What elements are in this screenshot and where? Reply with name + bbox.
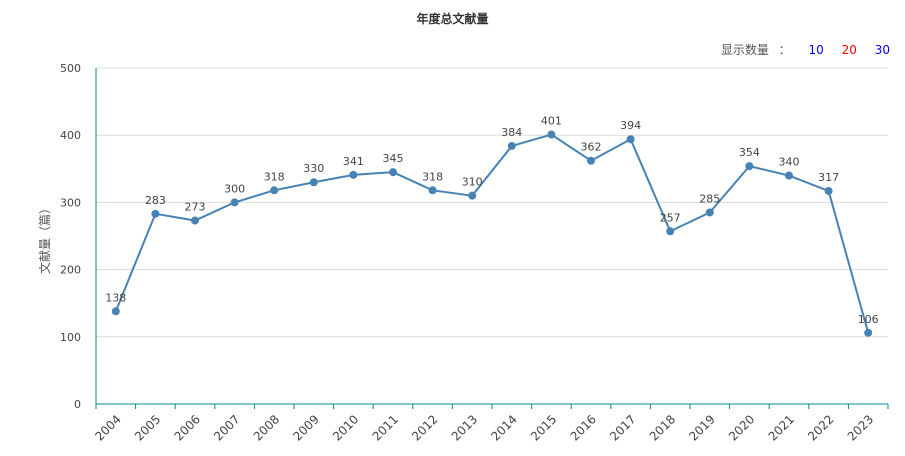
data-label: 362 bbox=[581, 141, 602, 154]
y-tick-label: 400 bbox=[60, 129, 81, 142]
x-tick-label: 2019 bbox=[686, 412, 717, 443]
data-label: 394 bbox=[620, 119, 641, 132]
data-label: 138 bbox=[105, 291, 126, 304]
data-label: 330 bbox=[303, 162, 324, 175]
display-count-control: 显示数量 ： 10 20 30 bbox=[721, 41, 890, 58]
data-point bbox=[309, 178, 318, 187]
data-label: 257 bbox=[660, 211, 681, 224]
y-tick-label: 200 bbox=[60, 264, 81, 277]
y-axis-title: 文献量（篇） bbox=[37, 202, 52, 274]
data-point bbox=[587, 156, 595, 165]
data-point bbox=[389, 168, 397, 177]
x-tick-label: 2016 bbox=[568, 412, 599, 443]
x-tick-label: 2023 bbox=[845, 412, 876, 443]
data-label: 318 bbox=[264, 170, 285, 183]
data-labels: 138 283 273 300 318 330 341 345 318 310 384 401 362 3… bbox=[105, 115, 878, 326]
data-label: 341 bbox=[343, 155, 364, 168]
data-label: 401 bbox=[541, 115, 562, 128]
data-point bbox=[111, 307, 120, 316]
x-tick-label: 2008 bbox=[251, 412, 282, 443]
data-point bbox=[151, 209, 160, 218]
x-tick-label: 2006 bbox=[172, 412, 203, 443]
chart-title: 年度总文献量 bbox=[416, 12, 489, 26]
data-point bbox=[745, 162, 754, 171]
data-point bbox=[547, 130, 556, 139]
x-tick-label: 2014 bbox=[488, 412, 519, 443]
data-point bbox=[349, 170, 358, 179]
data-label: 384 bbox=[501, 126, 522, 139]
x-tick-label: 2018 bbox=[647, 412, 678, 443]
data-label: 340 bbox=[779, 156, 800, 169]
data-label: 283 bbox=[145, 194, 166, 207]
y-tick-label: 300 bbox=[60, 196, 81, 209]
x-tick-label: 2015 bbox=[528, 412, 559, 443]
data-point bbox=[191, 216, 199, 225]
data-point bbox=[864, 328, 873, 337]
data-label: 317 bbox=[818, 171, 839, 184]
display-count-option-30[interactable]: 30 bbox=[874, 43, 890, 57]
y-tick-label: 500 bbox=[60, 62, 81, 75]
x-tick-label: 2004 bbox=[92, 412, 123, 443]
data-label: 285 bbox=[699, 192, 720, 205]
data-point bbox=[824, 186, 833, 195]
axes: 0 100 200 300 400 500 2004 2005 2006 2007 2008 2009… bbox=[60, 62, 889, 444]
x-tick-label: 2009 bbox=[290, 412, 321, 443]
display-count-label: 显示数量 bbox=[720, 43, 769, 57]
data-point bbox=[230, 198, 239, 207]
x-tick-label: 2005 bbox=[132, 412, 163, 443]
data-point bbox=[705, 208, 714, 217]
x-tick-label: 2012 bbox=[409, 412, 440, 443]
data-label: 273 bbox=[185, 201, 206, 214]
data-point bbox=[785, 171, 793, 180]
x-tick-label: 2022 bbox=[805, 412, 836, 443]
x-tick-label: 2017 bbox=[607, 412, 638, 443]
data-label: 354 bbox=[739, 146, 760, 159]
data-point bbox=[428, 186, 437, 195]
data-label: 310 bbox=[462, 176, 483, 189]
data-label: 318 bbox=[422, 170, 443, 183]
x-tick-label: 2020 bbox=[726, 412, 757, 443]
data-point bbox=[666, 227, 675, 236]
x-tick-label: 2021 bbox=[766, 412, 797, 443]
data-point bbox=[626, 135, 635, 144]
display-count-separator: ： bbox=[778, 43, 791, 57]
data-label: 106 bbox=[858, 313, 879, 326]
data-label: 345 bbox=[383, 152, 404, 165]
y-tick-label: 0 bbox=[74, 398, 81, 411]
display-count-option-20[interactable]: 20 bbox=[841, 43, 857, 57]
x-tick-label: 2007 bbox=[211, 412, 242, 443]
series-line bbox=[111, 130, 873, 337]
data-label: 300 bbox=[224, 182, 245, 195]
data-point bbox=[468, 191, 477, 200]
x-tick-label: 2011 bbox=[370, 412, 401, 443]
display-count-option-10[interactable]: 10 bbox=[808, 43, 824, 57]
y-tick-label: 100 bbox=[60, 331, 81, 344]
x-tick-label: 2013 bbox=[449, 412, 480, 443]
data-point bbox=[507, 141, 516, 150]
x-tick-label: 2010 bbox=[330, 412, 361, 443]
data-point bbox=[270, 186, 279, 195]
series-polyline bbox=[114, 133, 870, 334]
grid-lines bbox=[96, 67, 888, 338]
